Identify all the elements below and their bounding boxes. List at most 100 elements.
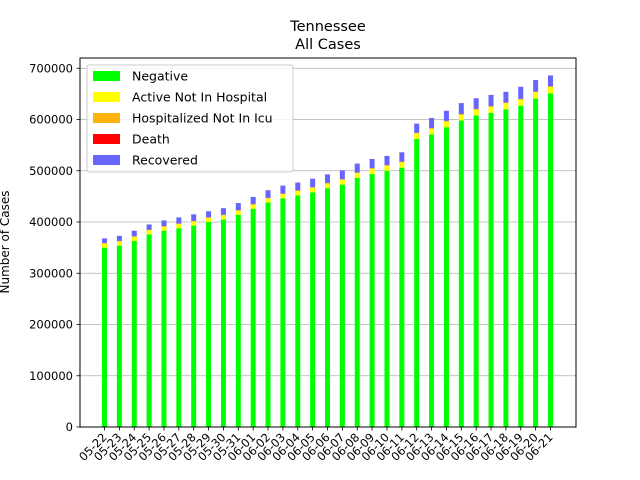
bar-active-not-in-hospital-06-11 [399,162,405,168]
bar-recovered-05-23 [116,235,122,241]
bar-active-not-in-hospital-06-06 [325,183,330,189]
bar-negative-06-17 [488,112,494,428]
legend-swatch-death [93,134,120,144]
bar-active-not-in-hospital-06-07 [339,179,345,185]
bar-recovered-06-18 [503,91,509,103]
bar-recovered-06-10 [384,155,390,165]
bar-negative-05-31 [235,214,241,427]
bar-active-not-in-hospital-06-04 [295,190,301,196]
bar-negative-06-16 [473,115,479,428]
bar-negative-06-10 [384,170,390,427]
bar-negative-06-19 [518,105,524,427]
bar-recovered-06-21 [548,75,553,87]
bar-recovered-05-25 [146,224,152,230]
bar-recovered-06-16 [473,98,479,109]
bar-negative-05-22 [102,247,107,427]
y-tick-label: 200000 [29,318,73,332]
bar-negative-06-06 [325,188,330,427]
bar-active-not-in-hospital-06-08 [354,173,360,178]
bar-negative-06-14 [443,127,449,427]
bar-active-not-in-hospital-06-13 [429,128,435,135]
bar-negative-06-01 [250,208,256,427]
bar-negative-05-28 [191,225,197,427]
legend-label: Active Not In Hospital [132,90,267,105]
bar-negative-06-07 [339,184,345,427]
bar-recovered-06-01 [250,196,256,204]
legend-swatch-recovered [93,155,120,165]
bar-recovered-05-29 [206,211,212,218]
chart-subtitle: All Cases [295,37,361,53]
bar-negative-06-04 [295,195,301,427]
bar-recovered-05-24 [131,230,137,237]
bar-active-not-in-hospital-06-19 [518,99,524,106]
bar-active-not-in-hospital-06-03 [280,194,286,199]
bar-recovered-06-05 [310,178,316,188]
y-tick-label: 100000 [29,369,73,383]
legend-label: Negative [132,69,188,84]
bar-negative-05-30 [220,219,226,427]
bar-active-not-in-hospital-05-31 [235,210,241,215]
bar-active-not-in-hospital-06-05 [310,187,316,193]
y-axis: 0 100000 200000 300000 400000 500000 600000 700… [29,61,80,434]
bar-negative-05-29 [206,222,212,427]
bar-active-not-in-hospital-06-18 [503,103,509,110]
bar-recovered-05-26 [161,220,167,227]
legend-swatch-negative [93,71,120,81]
bar-active-not-in-hospital-06-12 [414,133,420,139]
bar-negative-06-08 [354,177,360,427]
bar-active-not-in-hospital-06-01 [250,204,256,209]
bar-negative-06-09 [369,173,375,427]
bar-recovered-06-07 [339,170,345,180]
legend-label: Hospitalized Not In Icu [132,111,273,126]
bar-negative-06-03 [280,198,286,427]
bar-recovered-05-30 [220,208,226,215]
bar-recovered-06-12 [414,123,420,133]
bar-active-not-in-hospital-06-14 [443,121,449,128]
bar-active-not-in-hospital-06-10 [384,165,390,171]
bar-recovered-06-19 [518,86,524,99]
x-axis: 05-2205-2305-2405-2505-2605-2705-2805-29… [76,427,556,464]
bar-negative-06-15 [458,120,464,428]
bar-negative-06-11 [399,167,405,428]
bar-active-not-in-hospital-05-28 [191,221,197,226]
legend-swatch-hospitalized-not-in-icu [93,113,120,123]
y-tick-label: 600000 [29,113,73,127]
y-tick-label: 700000 [29,61,73,75]
bar-negative-06-12 [414,138,420,427]
bar-active-not-in-hospital-06-21 [548,86,553,94]
bar-recovered-06-02 [265,190,271,198]
bar-negative-06-21 [548,93,553,428]
chart-title: Tennessee [289,19,366,35]
bar-recovered-06-04 [295,182,301,191]
bar-active-not-in-hospital-06-09 [369,168,375,174]
bar-recovered-06-06 [325,174,330,183]
bar-active-not-in-hospital-05-25 [146,230,152,235]
bar-negative-06-13 [429,134,435,428]
bar-active-not-in-hospital-05-26 [161,226,167,231]
bar-recovered-06-08 [354,163,360,173]
y-tick-label: 0 [66,420,73,434]
bar-negative-05-23 [116,245,122,427]
bar-recovered-06-14 [443,110,449,121]
bar-recovered-05-28 [191,214,197,221]
bar-negative-06-05 [310,192,316,427]
bar-recovered-06-15 [458,103,464,114]
bar-active-not-in-hospital-06-02 [265,198,271,203]
bar-recovered-06-03 [280,185,286,194]
bar-active-not-in-hospital-06-15 [458,114,464,121]
legend-label: Death [132,132,170,147]
y-tick-label: 400000 [29,215,73,229]
bar-active-not-in-hospital-05-29 [206,217,212,222]
bar-recovered-05-22 [102,238,107,243]
legend-swatch-active-not-in-hospital [93,92,120,102]
y-axis-label: Number of Cases [0,190,12,293]
bar-recovered-06-11 [399,152,405,162]
bar-negative-06-18 [503,109,509,427]
bar-recovered-06-09 [369,158,375,169]
bar-recovered-06-20 [533,80,539,92]
bars [102,75,553,428]
bar-negative-05-27 [176,228,182,427]
bar-negative-06-20 [533,98,539,428]
bar-active-not-in-hospital-06-16 [473,109,479,116]
